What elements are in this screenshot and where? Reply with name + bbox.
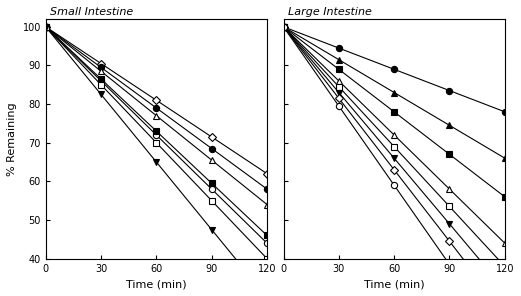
- X-axis label: Time (min): Time (min): [364, 279, 425, 289]
- Y-axis label: % Remaining: % Remaining: [7, 102, 17, 176]
- X-axis label: Time (min): Time (min): [126, 279, 187, 289]
- Text: Large Intestine: Large Intestine: [288, 7, 372, 17]
- Text: Small Intestine: Small Intestine: [50, 7, 133, 17]
